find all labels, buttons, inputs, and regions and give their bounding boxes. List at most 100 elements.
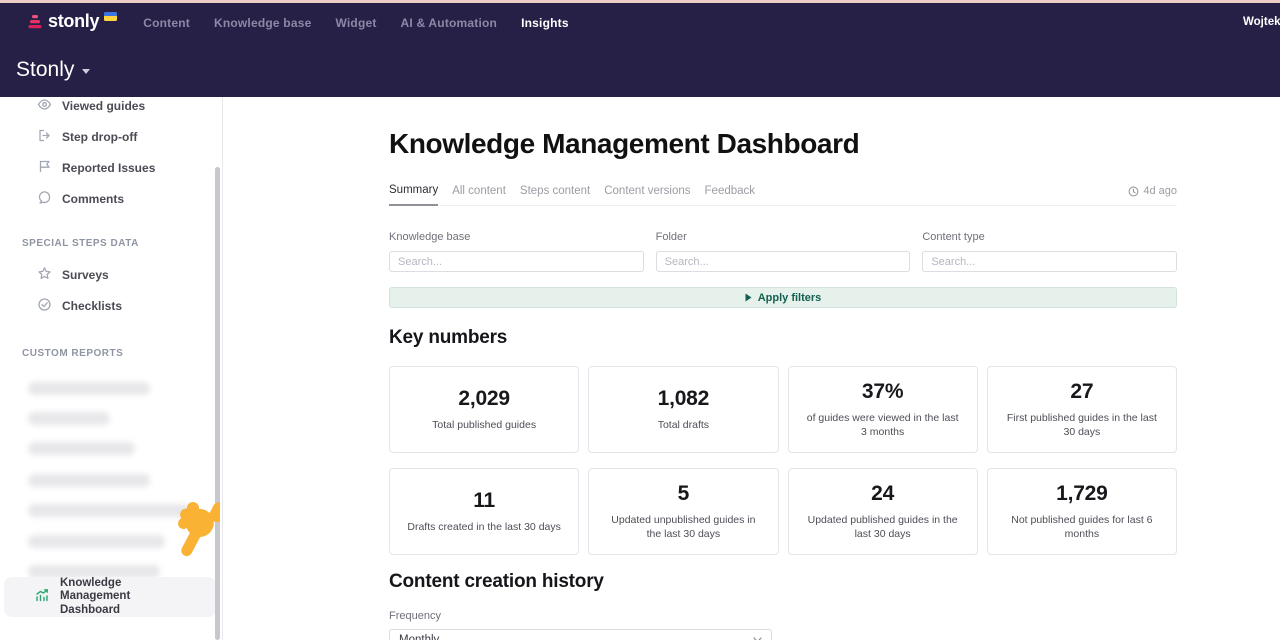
custom-reports-list	[0, 382, 222, 578]
filter-folder: Folder	[655, 231, 911, 272]
sidebar-item-checklists[interactable]: Checklists	[0, 290, 222, 321]
flag-icon	[37, 159, 52, 177]
last-updated-text: 4d ago	[1143, 185, 1177, 197]
clock-icon	[1128, 186, 1139, 197]
stat-value: 1,082	[657, 386, 710, 410]
redacted-report-item[interactable]	[28, 442, 135, 455]
nav-item-content[interactable]: Content	[143, 15, 190, 30]
stat-card-first-published: 27 First published guides in the last 30…	[986, 366, 1177, 453]
redacted-report-item[interactable]	[28, 535, 165, 548]
folder-search-input[interactable]	[655, 251, 911, 272]
chevron-down-icon	[753, 637, 762, 640]
sidebar-item-step-drop-off[interactable]: Step drop-off	[0, 121, 222, 152]
filter-label: Knowledge base	[389, 231, 471, 243]
sidebar-item-label: Step drop-off	[62, 129, 138, 144]
step-drop-off-icon	[37, 128, 52, 146]
sidebar: Viewed guides Step drop-off Reported Iss…	[0, 97, 223, 640]
sidebar-item-label: Knowledge Management Dashboard	[60, 577, 131, 616]
main-content: Knowledge Management Dashboard Summary A…	[224, 97, 1280, 640]
stonly-logo[interactable]: stonly	[28, 10, 118, 35]
apply-filters-label: Apply filters	[757, 291, 822, 304]
nav-item-widget[interactable]: Widget	[335, 15, 377, 30]
stonly-logo-text: stonly	[48, 10, 100, 31]
redacted-report-item[interactable]	[28, 382, 150, 395]
sidebar-item-label: Viewed guides	[62, 98, 146, 113]
stat-card-total-published-guides: 2,029 Total published guides	[389, 366, 580, 453]
stat-card-viewed-percentage: 37% of guides were viewed in the last 3 …	[787, 366, 978, 453]
key-numbers-heading: Key numbers	[389, 327, 508, 348]
stat-label: Not published guides for last 6 months	[1011, 513, 1153, 540]
topbar: stonly Content Knowledge base Widget AI …	[0, 3, 1280, 42]
sidebar-item-label: Comments	[62, 191, 125, 206]
filter-label: Content type	[922, 231, 985, 243]
sidebar-section-custom-reports: CUSTOM REPORTS	[22, 348, 124, 359]
stat-card-updated-unpublished: 5 Updated unpublished guides in the last…	[588, 468, 779, 555]
stat-label: Drafts created in the last 30 days	[407, 520, 561, 533]
content-type-search-input[interactable]	[922, 251, 1177, 272]
stat-label: Total drafts	[657, 418, 710, 431]
workspace-header: Stonly	[0, 42, 1280, 97]
workspace-name: Stonly	[16, 57, 75, 81]
stat-value: 37%	[861, 379, 904, 403]
redacted-report-item[interactable]	[28, 504, 190, 517]
stat-value: 5	[677, 481, 690, 505]
top-accent-strip	[0, 0, 1280, 3]
sidebar-item-viewed-guides[interactable]: Viewed guides	[0, 90, 222, 121]
frequency-label: Frequency	[389, 610, 441, 622]
stonly-logo-mark-icon	[28, 14, 43, 35]
redacted-report-item[interactable]	[28, 565, 160, 578]
nav-item-ai-automation[interactable]: AI & Automation	[400, 15, 498, 30]
user-menu[interactable]: Wojtek K	[1243, 16, 1280, 28]
stat-value: 2,029	[458, 386, 510, 410]
filter-label: Folder	[655, 231, 687, 243]
comment-icon	[37, 190, 52, 208]
sidebar-item-knowledge-management-dashboard[interactable]: Knowledge Management Dashboard	[4, 577, 216, 617]
stat-label: Updated unpublished guides in the last 3…	[611, 513, 756, 540]
tab-content-versions[interactable]: Content versions	[604, 185, 691, 197]
apply-filters-button[interactable]: Apply filters	[389, 287, 1177, 308]
check-circle-icon	[37, 297, 52, 315]
stat-value: 27	[1070, 379, 1094, 403]
tab-bar: Summary All content Steps content Conten…	[389, 184, 1177, 206]
tab-feedback[interactable]: Feedback	[704, 185, 756, 197]
workspace-switcher[interactable]: Stonly	[16, 57, 91, 82]
stat-card-updated-published: 24 Updated published guides in the last …	[787, 468, 978, 555]
sidebar-scrollbar[interactable]	[215, 167, 220, 640]
sidebar-item-surveys[interactable]: Surveys	[0, 259, 222, 290]
tab-summary[interactable]: Summary	[389, 184, 439, 206]
knowledge-base-search-input[interactable]	[389, 251, 644, 272]
page-title: Knowledge Management Dashboard	[389, 128, 860, 159]
ukraine-flag-icon	[104, 11, 118, 21]
stat-value: 11	[473, 488, 496, 512]
redacted-report-item[interactable]	[28, 474, 150, 487]
stat-card-total-drafts: 1,082 Total drafts	[588, 366, 779, 453]
stat-label: of guides were viewed in the last 3 mont…	[806, 411, 959, 438]
key-numbers-grid: 2,029 Total published guides 1,082 Total…	[389, 366, 1177, 555]
star-icon	[37, 266, 52, 284]
stat-value: 1,729	[1056, 481, 1108, 505]
content-history-heading: Content creation history	[389, 571, 604, 592]
sidebar-item-label: Surveys	[62, 267, 109, 282]
filters-row: Knowledge base Folder Content type	[389, 231, 1177, 272]
last-updated: 4d ago	[1128, 185, 1177, 205]
nav-item-knowledge-base[interactable]: Knowledge base	[213, 15, 312, 30]
stat-label: Updated published guides in the last 30 …	[807, 513, 958, 540]
stat-label: First published guides in the last 30 da…	[1006, 411, 1157, 438]
top-navigation: Content Knowledge base Widget AI & Autom…	[143, 16, 568, 30]
tab-steps-content[interactable]: Steps content	[519, 185, 591, 197]
report-chart-icon	[34, 587, 50, 608]
stat-value: 24	[871, 481, 895, 505]
eye-icon	[37, 97, 52, 115]
stat-card-drafts-created: 11 Drafts created in the last 30 days	[389, 468, 580, 555]
sidebar-item-label: Reported Issues	[62, 160, 156, 175]
filter-knowledge-base: Knowledge base	[389, 231, 644, 272]
frequency-select[interactable]: Monthly	[389, 629, 772, 640]
chevron-down-icon	[82, 69, 91, 74]
nav-item-insights[interactable]: Insights	[521, 15, 569, 30]
stat-label: Total published guides	[432, 418, 537, 431]
redacted-report-item[interactable]	[28, 412, 110, 425]
sidebar-item-reported-issues[interactable]: Reported Issues	[0, 152, 222, 183]
sidebar-item-comments[interactable]: Comments	[0, 183, 222, 214]
tab-all-content[interactable]: All content	[452, 185, 506, 197]
sidebar-section-special-steps-data: SPECIAL STEPS DATA	[22, 238, 139, 249]
